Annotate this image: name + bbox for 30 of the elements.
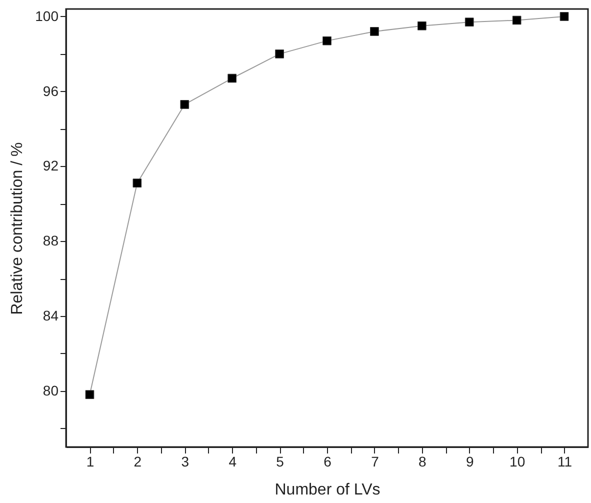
x-tick-label: 3 [181,454,190,470]
y-tick-label: 84 [42,307,59,324]
x-tick-label: 1 [86,454,94,470]
point [180,100,190,109]
x-tick-label: 11 [558,454,572,470]
point [132,178,142,188]
y-tick-label: 92 [42,158,59,174]
point [560,12,569,21]
y-tick-label: 96 [42,82,59,99]
y-tick-label: 80 [42,382,59,398]
point [85,390,94,400]
x-tick-label: 9 [466,454,474,470]
y-tick-label: 100 [35,8,59,24]
point [370,27,379,36]
x-tick-label: 4 [228,454,237,470]
x-tick-label: 8 [418,454,427,470]
x-tick-label: 2 [134,454,142,470]
point [512,16,522,25]
x-tick-label: 6 [324,454,332,470]
x-tick-label: 10 [510,454,526,470]
point [464,18,474,27]
point [275,49,284,58]
x-tick-label: 5 [276,454,284,470]
y-tick-label: 88 [42,232,59,249]
x-axis-title: Number of LVs [274,482,380,498]
point [228,74,237,83]
point [322,36,332,46]
point [417,21,426,30]
y-axis-title: Relative contribution / % [9,142,26,315]
x-tick-label: 7 [371,454,380,470]
